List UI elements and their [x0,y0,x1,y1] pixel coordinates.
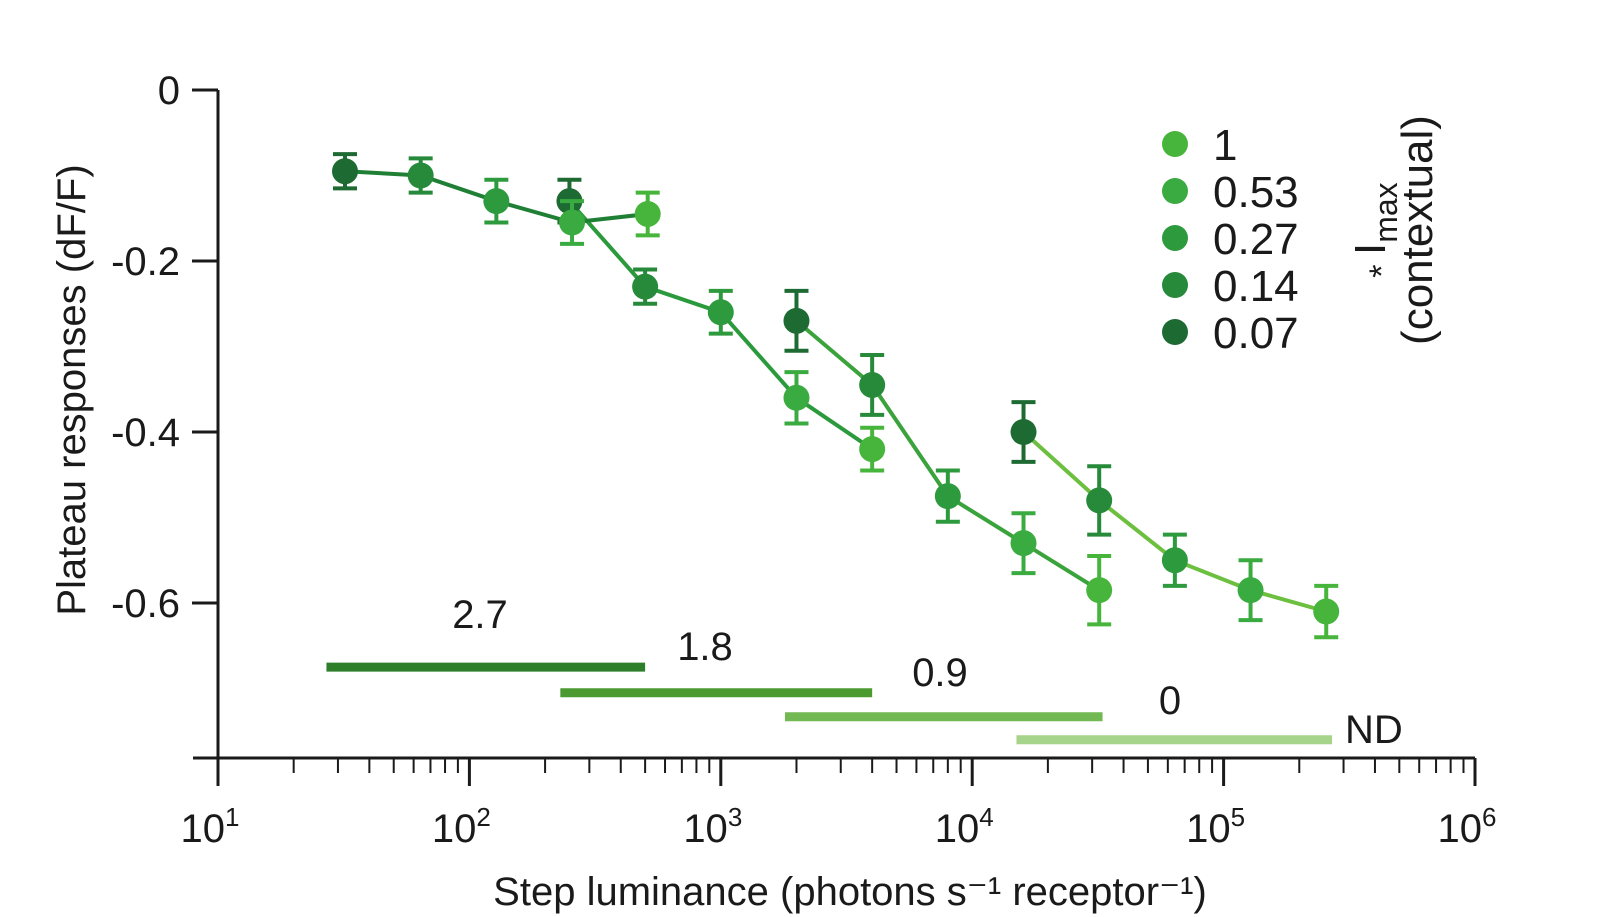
y-tick-label: 0 [158,69,180,113]
data-point [1313,583,1340,640]
data-point [1086,464,1113,537]
legend-marker [1162,178,1188,204]
x-tick-label: 105 [1186,802,1245,851]
point-marker [859,436,886,463]
point-marker [331,158,358,185]
point-marker [859,371,886,398]
nd-bar-label: 1.8 [677,625,733,669]
point-marker [559,209,586,236]
data-point [707,288,734,336]
nd-bar-label: 0 [1159,679,1181,723]
x-tick-label: 103 [683,802,742,851]
data-point [559,199,586,246]
x-tick-label: 106 [1438,802,1497,851]
point-marker [1086,577,1113,604]
legend-marker [1162,319,1188,345]
point-marker [1086,487,1113,514]
y-axis-title: Plateau responses (dF/F) [50,164,94,615]
point-marker [783,384,810,411]
legend-marker [1162,225,1188,251]
legend-label: 0.07 [1213,309,1299,358]
x-axis-title: Step luminance (photons s⁻¹ receptor⁻¹) [493,870,1207,914]
axes [193,90,1475,760]
data-point [859,425,886,473]
data-point [934,468,961,524]
series-points [331,152,1340,640]
y-tick-label: -0.6 [111,582,180,626]
nd-bar-label: 0.9 [912,651,968,695]
y-tick-label: -0.4 [111,411,180,455]
legend-title: * Imax [1346,182,1404,277]
x-tick-label: 102 [432,802,491,851]
data-point [783,370,810,426]
point-marker [632,273,659,300]
data-point [1086,553,1113,627]
tick-labels: 0 -0.2 -0.4 -0.6 101 102 103 104 105 106 [111,69,1496,851]
data-point [1237,558,1264,623]
tick-marks [192,88,1477,786]
data-point [859,353,886,417]
data-point [1010,400,1037,464]
point-marker [1161,547,1188,574]
data-point [483,177,510,225]
legend-label: 0.53 [1213,168,1299,217]
nd-label: ND [1345,708,1403,752]
legend-label: 1 [1213,121,1237,170]
legend-marker [1162,272,1188,298]
point-marker [1313,598,1340,625]
point-marker [1237,577,1264,604]
point-marker [634,200,661,227]
data-point [634,190,661,238]
y-tick-label: -0.2 [111,240,180,284]
data-point [632,267,659,306]
point-marker [1010,419,1037,445]
point-marker [407,162,434,189]
legend-title-paren: (contextual) [1393,115,1442,345]
data-point [331,152,358,191]
point-marker [707,299,734,326]
point-marker [1010,530,1037,557]
data-point [407,156,434,195]
data-point [1010,511,1037,576]
point-marker [783,307,810,334]
point-marker [934,483,961,510]
legend: 10.530.270.140.07 * Imax(contextual) [1162,115,1442,358]
legend-marker [1162,131,1188,157]
data-point [1161,532,1188,588]
x-tick-label: 101 [181,802,240,851]
point-marker [483,188,510,215]
data-point [783,288,810,353]
series-line [795,319,1101,592]
nd-bar-label: 2.7 [452,593,508,637]
nd-bars: 2.7 1.8 0.9 0 ND [326,593,1403,752]
legend-label: 0.27 [1213,215,1299,264]
x-tick-label: 104 [935,802,994,851]
legend-label: 0.14 [1213,262,1299,311]
